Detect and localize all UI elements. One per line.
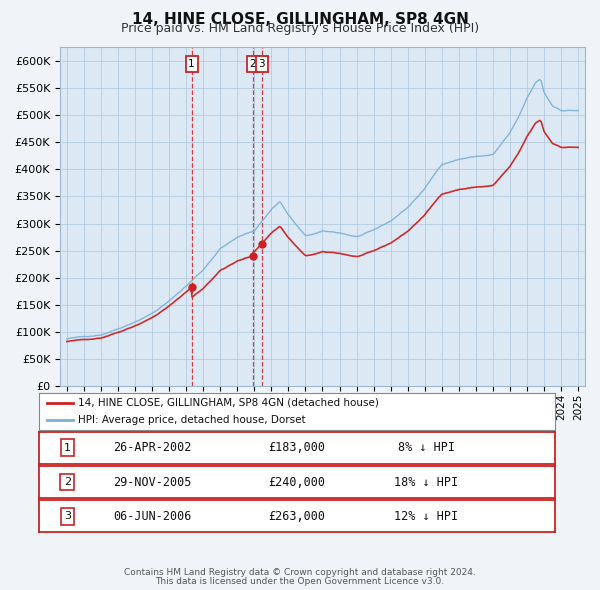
Text: HPI: Average price, detached house, Dorset: HPI: Average price, detached house, Dors… [77,415,305,425]
Text: 3: 3 [259,59,265,69]
Text: £183,000: £183,000 [269,441,325,454]
Text: 18% ↓ HPI: 18% ↓ HPI [394,476,458,489]
Text: 29-NOV-2005: 29-NOV-2005 [113,476,192,489]
Text: 3: 3 [64,512,71,521]
Text: £240,000: £240,000 [269,476,325,489]
Text: 12% ↓ HPI: 12% ↓ HPI [394,510,458,523]
Text: Contains HM Land Registry data © Crown copyright and database right 2024.: Contains HM Land Registry data © Crown c… [124,568,476,577]
Text: 1: 1 [64,443,71,453]
Text: 2: 2 [250,59,256,69]
Text: 14, HINE CLOSE, GILLINGHAM, SP8 4GN (detached house): 14, HINE CLOSE, GILLINGHAM, SP8 4GN (det… [77,398,379,408]
Text: 1: 1 [188,59,195,69]
Text: 8% ↓ HPI: 8% ↓ HPI [398,441,455,454]
Text: 26-APR-2002: 26-APR-2002 [113,441,192,454]
Text: 2: 2 [64,477,71,487]
Text: 06-JUN-2006: 06-JUN-2006 [113,510,192,523]
Text: £263,000: £263,000 [269,510,325,523]
Text: This data is licensed under the Open Government Licence v3.0.: This data is licensed under the Open Gov… [155,578,445,586]
Text: Price paid vs. HM Land Registry's House Price Index (HPI): Price paid vs. HM Land Registry's House … [121,22,479,35]
Text: 14, HINE CLOSE, GILLINGHAM, SP8 4GN: 14, HINE CLOSE, GILLINGHAM, SP8 4GN [131,12,469,27]
